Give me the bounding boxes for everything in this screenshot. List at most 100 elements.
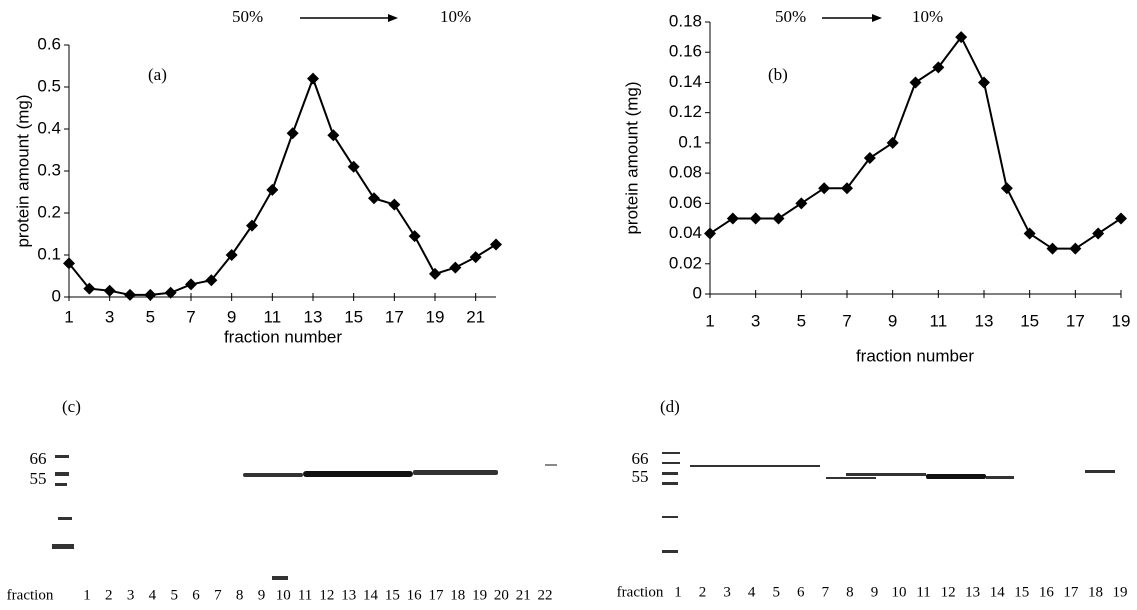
- data-point: [104, 285, 116, 297]
- gel-band: [52, 544, 74, 549]
- data-point: [795, 197, 807, 209]
- lane-label: 11: [298, 587, 312, 603]
- x-tick-label: 7: [842, 311, 851, 330]
- x-tick-label: 17: [1066, 311, 1085, 330]
- lane-label: 10: [892, 584, 907, 600]
- gel-band: [55, 483, 67, 486]
- gel-band: [986, 476, 1014, 479]
- x-tick-label: 11: [930, 311, 948, 330]
- lane-title: fraction: [7, 587, 54, 603]
- y-axis-label: protein amount (mg): [622, 81, 641, 234]
- lane-label: 4: [149, 587, 157, 603]
- x-axis-label: fraction number: [856, 346, 974, 365]
- x-tick-label: 7: [186, 307, 195, 326]
- data-point: [124, 289, 136, 301]
- data-point: [1024, 228, 1036, 240]
- data-point: [327, 129, 339, 141]
- data-point: [1092, 228, 1104, 240]
- data-point: [1047, 243, 1059, 255]
- lane-title: fraction: [617, 584, 664, 600]
- lane-label: 2: [699, 584, 707, 600]
- lane-label: 17: [428, 587, 444, 603]
- y-tick-label: 0.3: [37, 160, 61, 179]
- gel-band: [826, 477, 876, 479]
- y-tick-label: 0.06: [669, 193, 702, 212]
- lane-label: 19: [1113, 584, 1128, 600]
- y-tick-label: 0.1: [678, 132, 702, 151]
- gel-band: [690, 465, 820, 467]
- y-tick-label: 0.12: [669, 102, 702, 121]
- gel-band: [58, 517, 72, 520]
- data-point: [388, 199, 400, 211]
- gel-band: [662, 550, 678, 553]
- gel-band: [272, 576, 288, 580]
- lane-label: 15: [1014, 584, 1029, 600]
- gel-band: [545, 464, 557, 466]
- lane-label: 13: [965, 584, 980, 600]
- lane-label: 7: [214, 587, 222, 603]
- data-point: [727, 212, 739, 224]
- x-tick-label: 15: [1020, 311, 1039, 330]
- lane-label: 7: [822, 584, 830, 600]
- y-tick-label: 0.6: [37, 34, 61, 53]
- lane-label: 12: [941, 584, 956, 600]
- data-point: [246, 220, 258, 232]
- gel-band: [926, 474, 986, 479]
- lane-label: 13: [341, 587, 356, 603]
- gel-band: [55, 455, 69, 458]
- lane-label: 14: [990, 584, 1006, 600]
- lane-label: 16: [407, 587, 423, 603]
- annotation: 50%: [775, 7, 806, 26]
- lane-label: 15: [385, 587, 400, 603]
- y-tick-label: 0: [693, 283, 702, 302]
- y-axis-label: protein amount (mg): [13, 94, 32, 247]
- lane-label: 6: [192, 587, 200, 603]
- gel-band: [413, 470, 498, 475]
- y-tick-label: 0.1: [37, 244, 61, 263]
- marker-label: 55: [632, 467, 649, 486]
- x-tick-label: 13: [304, 307, 323, 326]
- lane-label: 22: [538, 587, 553, 603]
- gel-d: [662, 452, 1115, 553]
- lane-label: 21: [516, 587, 531, 603]
- y-tick-label: 0.04: [669, 223, 702, 242]
- data-point: [348, 161, 360, 173]
- x-axis-label: fraction number: [224, 327, 342, 346]
- data-point: [266, 184, 278, 196]
- lane-label: 10: [276, 587, 291, 603]
- data-point: [470, 251, 482, 263]
- gel-band: [243, 473, 303, 477]
- x-tick-label: 19: [1112, 311, 1131, 330]
- gel-label: (d): [660, 397, 680, 416]
- data-point: [704, 228, 716, 240]
- data-point: [368, 192, 380, 204]
- x-tick-label: 5: [146, 307, 155, 326]
- data-point: [409, 230, 421, 242]
- y-tick-label: 0.2: [37, 202, 61, 221]
- data-point: [144, 289, 156, 301]
- data-point: [490, 239, 502, 251]
- y-tick-label: 0.02: [669, 253, 702, 272]
- x-tick-label: 15: [344, 307, 363, 326]
- lane-label: 1: [83, 587, 91, 603]
- lane-label: 12: [319, 587, 334, 603]
- data-point: [978, 76, 990, 88]
- gel-label: (c): [62, 397, 81, 416]
- x-tick-label: 11: [264, 307, 282, 326]
- y-tick-label: 0.14: [669, 72, 702, 91]
- lane-label: 17: [1063, 584, 1079, 600]
- data-point: [185, 278, 197, 290]
- data-point: [307, 73, 319, 85]
- data-point: [750, 212, 762, 224]
- lane-label: 14: [363, 587, 379, 603]
- y-tick-label: 0.18: [669, 11, 702, 30]
- lane-label: 19: [472, 587, 487, 603]
- gel-band: [662, 482, 678, 485]
- gel-band: [1085, 470, 1115, 473]
- lane-label: 4: [748, 584, 756, 600]
- x-tick-label: 1: [64, 307, 73, 326]
- data-point: [818, 182, 830, 194]
- gel-band: [662, 452, 680, 454]
- data-line: [69, 79, 496, 295]
- x-tick-label: 3: [751, 311, 760, 330]
